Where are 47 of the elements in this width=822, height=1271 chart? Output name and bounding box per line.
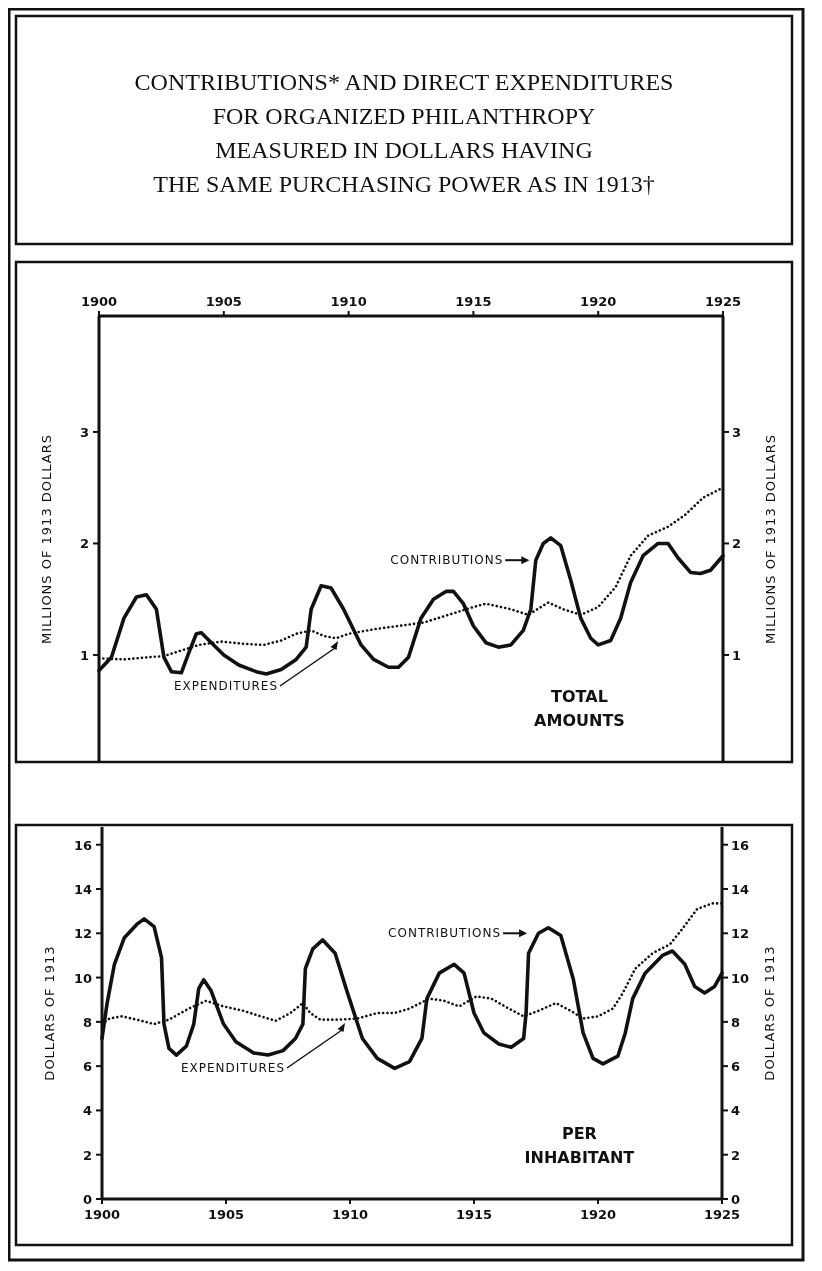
x-tick-label: 1905 (205, 294, 242, 309)
annotation: PER INHABITANT (524, 1124, 635, 1167)
y2-tick-label: 0 (731, 1192, 741, 1207)
x-tick-label: 1925 (704, 294, 742, 309)
y2-tick-label: 4 (731, 1103, 741, 1119)
x-tick-label: 1910 (331, 1207, 369, 1222)
y2-tick-label: 2 (732, 536, 742, 552)
x-tick-label: 1900 (80, 294, 118, 309)
annotation: CONTRIBUTIONS (388, 926, 502, 941)
x-tick-label: 1915 (455, 1207, 493, 1222)
y-tick-label: 12 (73, 926, 92, 942)
y-axis-title: MILLIONS OF 1913 DOLLARS (39, 434, 54, 644)
y2-tick-label: 16 (731, 837, 750, 853)
y2-tick-label: 3 (732, 424, 742, 440)
y-tick-label: 2 (79, 536, 89, 552)
y2-tick-label: 2 (731, 1147, 741, 1163)
chart-title: CONTRIBUTIONS* AND DIRECT EXPENDITURES FOR ORGANIZED PHILANTHROPY MEASURED IN DOLLARS HAVING THE SAME PURCHASING POWER AS IN 1913† (134, 69, 674, 197)
y2-tick-label: 14 (731, 882, 750, 897)
y2-tick-label: 1 (732, 647, 742, 663)
y-tick-label: 3 (79, 424, 89, 440)
y2-tick-label: 8 (731, 1014, 741, 1030)
annotation: CONTRIBUTIONS (390, 553, 504, 568)
y-tick-label: 16 (73, 837, 92, 853)
x-tick-label: 1910 (330, 294, 367, 309)
x-tick-label: 1925 (703, 1207, 741, 1222)
y2-axis-title: DOLLARS OF 1913 (762, 945, 777, 1081)
y-axis-title: DOLLARS OF 1913 (42, 945, 57, 1081)
y2-axis-title: MILLIONS OF 1913 DOLLARS (763, 434, 778, 644)
y2-tick-label: 10 (731, 970, 750, 986)
y-tick-label: 14 (73, 882, 92, 897)
y-tick-label: 1 (79, 647, 89, 663)
y-tick-label: 6 (82, 1059, 92, 1075)
x-tick-label: 1920 (579, 1207, 617, 1222)
y2-tick-label: 6 (731, 1059, 741, 1075)
x-tick-label: 1920 (580, 294, 617, 309)
y-tick-label: 8 (82, 1014, 92, 1030)
x-tick-label: 1900 (83, 1207, 121, 1222)
y-tick-label: 2 (82, 1147, 92, 1163)
x-tick-label: 1905 (207, 1207, 245, 1222)
y-tick-label: 0 (82, 1192, 92, 1207)
annotation: EXPENDITURES (180, 1061, 285, 1075)
annotation: TOTAL AMOUNTS (534, 687, 625, 730)
y-tick-label: 10 (73, 970, 92, 986)
y2-tick-label: 12 (731, 926, 750, 942)
annotation: EXPENDITURES (173, 679, 278, 693)
y-tick-label: 4 (82, 1103, 92, 1119)
x-tick-label: 1915 (455, 294, 492, 309)
